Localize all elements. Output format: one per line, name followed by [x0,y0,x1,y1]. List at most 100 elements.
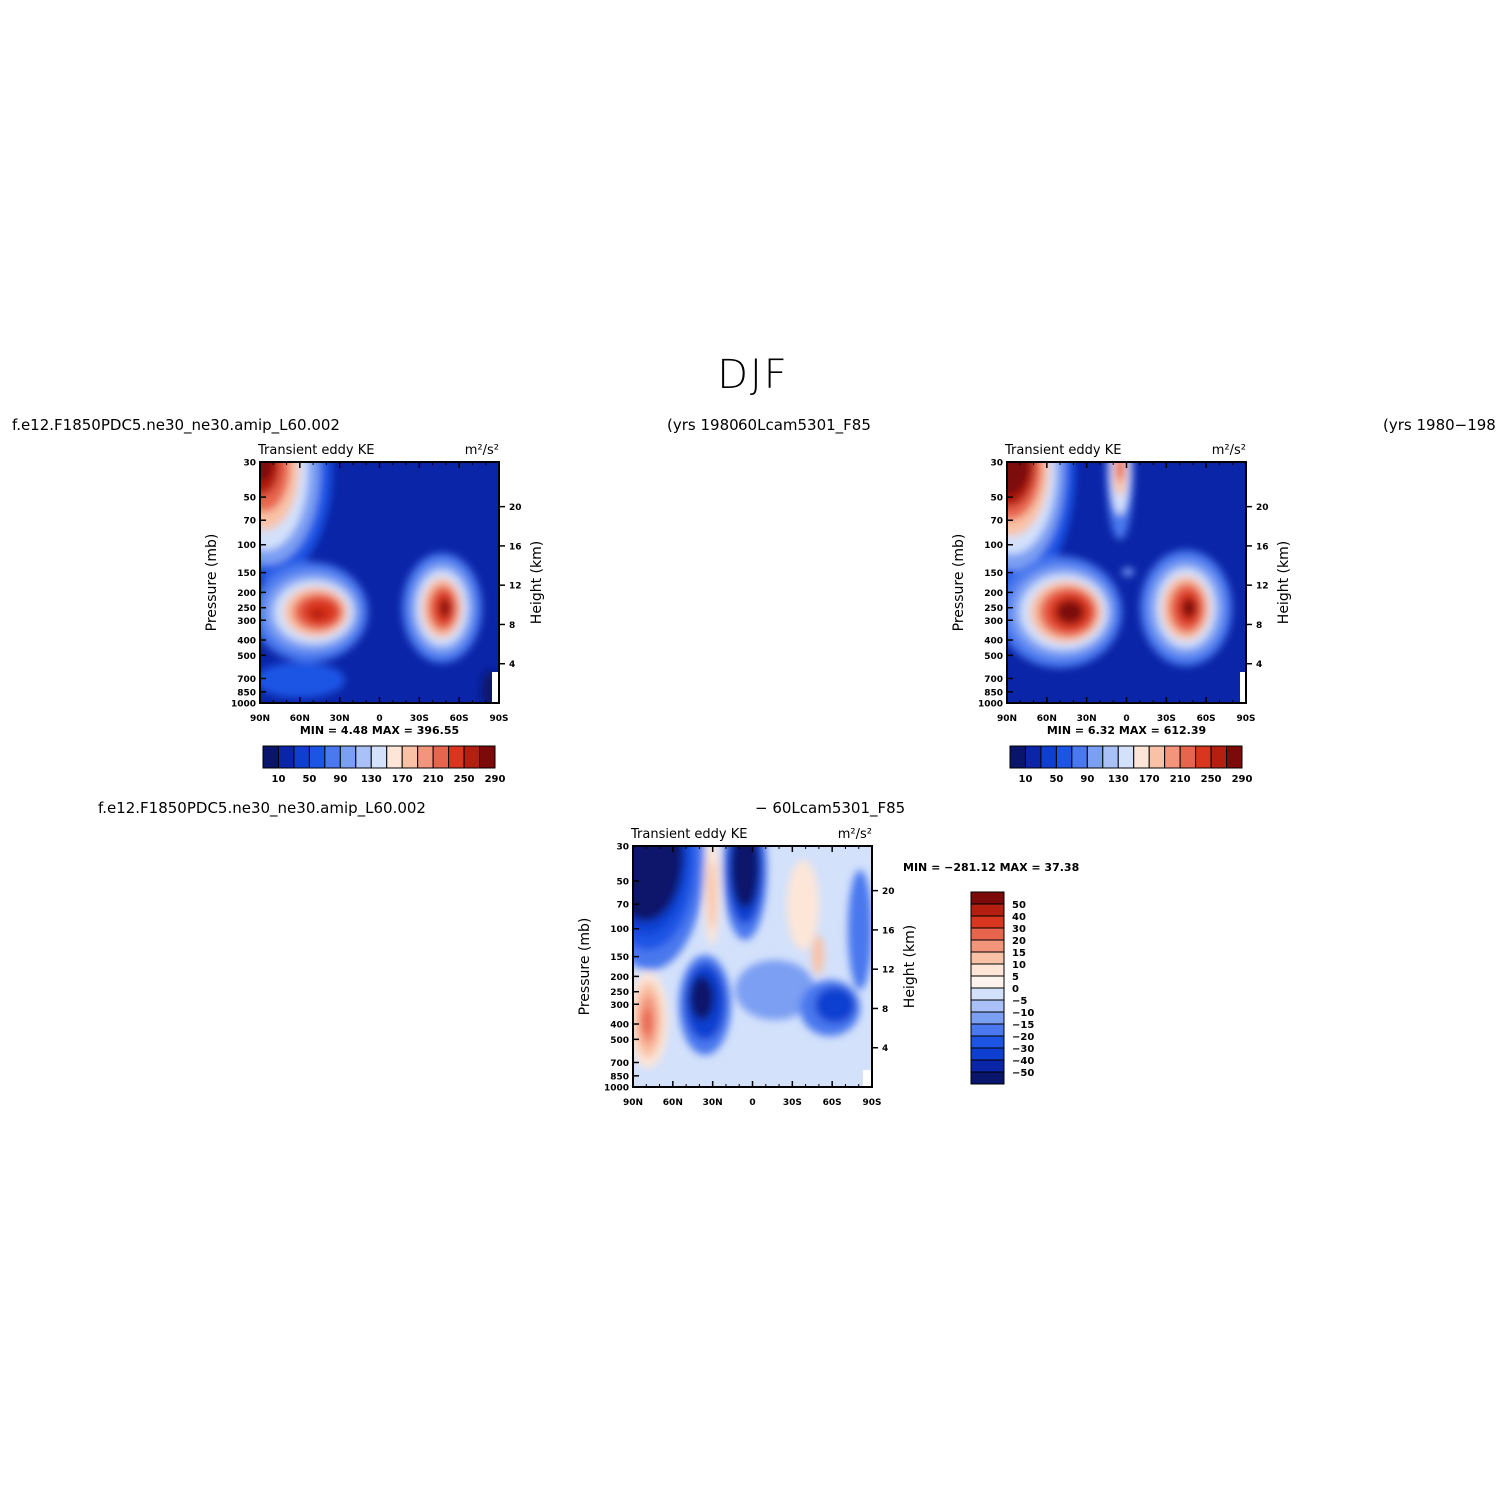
colorbar-swatch [448,745,465,769]
y-tick-label: 850 [237,688,256,698]
panel-units: m²/s² [1212,443,1246,458]
x-tick-label: 60S [450,714,469,724]
years-label-left: (yrs 1980 [667,416,739,434]
x-tick-label: 90N [997,714,1017,724]
min-max-label: MIN = 6.32 MAX = 612.39 [1047,724,1206,737]
x-tick-label: 90N [250,714,270,724]
missing-data [863,1070,872,1087]
y-tick-label: 850 [984,688,1003,698]
colorbar-swatch [970,999,1005,1013]
colorbar-tick-label: 40 [1012,912,1026,923]
colorbar-swatch [970,1059,1005,1073]
x-tick-label: 90S [1236,714,1255,724]
colorbar-swatch [970,1035,1005,1049]
x-tick-label: 30N [703,1098,723,1108]
y-tick-label: 100 [984,541,1003,551]
colorbar-tick-label: 170 [392,774,413,785]
colorbar-swatch [970,951,1005,965]
y-tick-label: 400 [237,637,256,647]
x-tick-label: 60N [1037,714,1057,724]
colorbar-swatch [1024,745,1042,769]
colorbar-swatch [1117,745,1135,769]
axes: 90N 60N 30N 0 30S 60S 90S 30 50 70 100 150 200 250 300… [204,443,545,737]
colorbar-tick-label: 290 [1232,774,1253,785]
x-tick-label: 90S [489,714,508,724]
y-tick-label: 1000 [231,700,256,710]
y-right-tick-label: 20 [882,887,895,897]
colorbar-swatch [1210,745,1228,769]
colorbar-tick-label: 50 [302,774,316,785]
colorbar-tick-label: 290 [485,774,506,785]
y-right-axis-label: Height (km) [1276,541,1292,624]
y-tick-label: 50 [990,494,1003,504]
colorbar-tick-label: −40 [1012,1056,1034,1067]
y-right-tick-label: 8 [509,621,515,631]
colorbar-tick-label: −30 [1012,1044,1034,1055]
colorbar-swatch [970,939,1005,953]
x-tick-label: 60N [663,1098,683,1108]
colorbar-swatch [1133,745,1150,769]
y-right-tick-label: 4 [1256,660,1262,670]
y-tick-label: 250 [237,604,256,614]
colorbar-swatch [970,975,1005,989]
years-label-right: (yrs 1980−198 [1383,416,1496,434]
y-right-tick-label: 4 [882,1044,888,1054]
colorbar-tick-label: −15 [1012,1020,1034,1031]
case-label-diff-right: − 60Lcam5301_F85 [755,799,906,817]
y-tick-label: 250 [984,604,1003,614]
colorbar-tick-label: 50 [1012,900,1026,911]
colorbar-tick-label: 10 [1012,960,1026,971]
colorbar-swatch [339,745,357,769]
y-axis-label: Pressure (mb) [204,534,220,632]
y-tick-label: 70 [990,517,1003,527]
colorbar-tick-label: 90 [333,774,347,785]
colorbar-panel-1: 10 50 90 130 170 210 250 290 [262,745,506,785]
colorbar-swatch [1226,745,1243,769]
missing-data [492,672,499,703]
y-tick-label: 400 [984,637,1003,647]
colorbar-swatch [1086,745,1104,769]
x-tick-label: 60S [1197,714,1216,724]
y-tick-label: 30 [616,843,629,853]
colorbar-swatch [417,745,434,769]
colorbar-swatch [970,1023,1005,1037]
y-tick-label: 1000 [604,1084,629,1094]
panel-units: m²/s² [465,443,499,458]
colorbar-swatch [386,745,403,769]
colorbar-swatch [1009,745,1026,769]
y-right-axis-label: Height (km) [529,541,545,624]
x-tick-label: 30S [1157,714,1176,724]
colorbar-tick-label: 15 [1012,948,1026,959]
panel-title: Transient eddy KE [1004,443,1122,458]
y-axis-label: Pressure (mb) [577,918,593,1016]
colorbar-swatch [432,745,450,769]
colorbar-swatch [1071,745,1088,769]
y-tick-label: 700 [237,675,256,685]
y-tick-label: 1000 [978,700,1003,710]
panel-diff-field [633,846,872,1087]
x-tick-label: 60S [823,1098,842,1108]
panel-1: 90N 60N 30N 0 30S 60S 90S 30 50 70 100 150 200 250 300… [204,443,545,737]
page-title: DJF [717,352,789,398]
colorbar-tick-label: 130 [1108,774,1129,785]
colorbar-swatch [463,745,481,769]
colorbar-tick-label: 250 [454,774,475,785]
colorbar-tick-label: 210 [1170,774,1191,785]
y-right-tick-label: 20 [509,503,522,513]
colorbar-swatch [308,745,326,769]
y-right-tick-label: 16 [882,926,895,936]
x-tick-label: 0 [376,714,382,724]
y-tick-label: 70 [243,517,256,527]
colorbar-tick-label: 210 [423,774,444,785]
colorbar-tick-label: 20 [1012,936,1026,947]
x-tick-label: 30S [783,1098,802,1108]
colorbar-swatch [1148,745,1166,769]
y-tick-label: 150 [237,569,256,579]
case-label-diff-left: f.e12.F1850PDC5.ne30_ne30.amip_L60.002 [98,799,426,817]
colorbar-swatch [970,927,1005,941]
case-label-left: f.e12.F1850PDC5.ne30_ne30.amip_L60.002 [12,416,340,434]
colorbar-swatch [970,1071,1005,1085]
x-tick-label: 90N [623,1098,643,1108]
x-tick-label: 30N [330,714,350,724]
